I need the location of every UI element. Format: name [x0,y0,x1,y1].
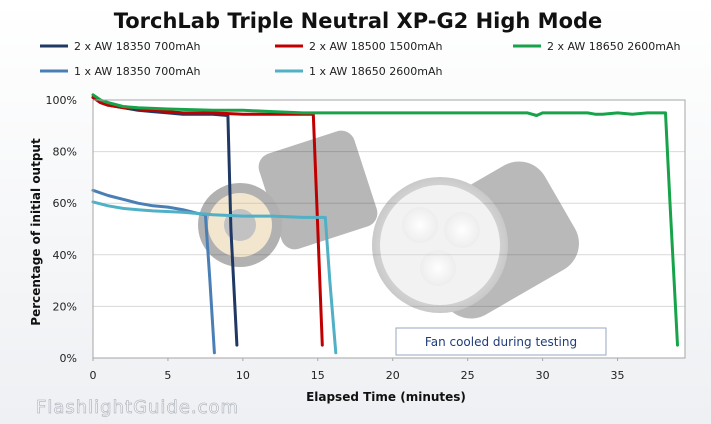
chart-title: TorchLab Triple Neutral XP-G2 High Mode [114,9,603,33]
legend-entry: 2 x AW 18350 700mAh [74,40,201,53]
x-tick-label: 25 [461,369,475,382]
flashlight-photo [198,130,579,319]
y-tick-label: 60% [53,197,77,210]
y-tick-label: 40% [53,249,77,262]
y-tick-label: 20% [53,300,77,313]
series-line-3 [91,188,216,355]
series-line-4 [91,200,338,355]
x-tick-label: 15 [311,369,325,382]
watermark: FlashlightGuide.com [36,397,239,418]
plot-border [92,99,686,359]
annotation-box [395,327,607,356]
annotation-text: Fan cooled during testing [425,335,577,349]
y-tick-label: 0% [60,352,77,365]
legend-entry: 2 x AW 18650 2600mAh [547,40,681,53]
axes: 0% 20% 40% 60% 80% 100% 0 5 10 15 20 25 30 35 [46,94,625,382]
x-tick-label: 10 [236,369,250,382]
y-axis-label: Percentage of initial output [29,138,43,326]
legend-entry: 1 x AW 18350 700mAh [74,65,201,78]
x-tick-label: 20 [386,369,400,382]
legend: 2 x AW 18350 700mAh 2 x AW 18500 1500mAh 2… [40,40,681,78]
series-lines [91,93,679,355]
legend-entry: 2 x AW 18500 1500mAh [309,40,443,53]
y-tick-label: 80% [53,146,77,159]
x-tick-label: 30 [536,369,550,382]
legend-entry: 1 x AW 18650 2600mAh [309,65,443,78]
series-line-2 [91,93,679,347]
x-tick-label: 35 [611,369,625,382]
y-tick-label: 100% [46,94,77,107]
x-axis-label: Elapsed Time (minutes) [306,390,466,404]
x-tick-label: 0 [90,369,97,382]
x-tick-label: 5 [164,369,171,382]
